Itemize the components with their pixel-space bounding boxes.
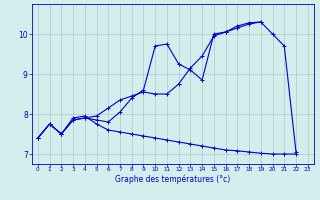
X-axis label: Graphe des températures (°c): Graphe des températures (°c): [115, 175, 230, 184]
